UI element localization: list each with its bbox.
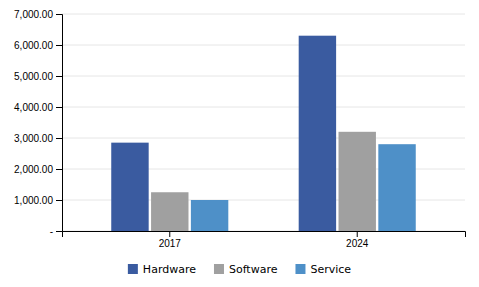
legend-label: Service [310, 263, 351, 276]
chart-container: - 1,000.00 2,000.00 3,000.00 4,000.00 5,000.0… [0, 0, 479, 287]
y-tick: 1,000.00 [14, 195, 62, 206]
x-tick: 2024 [346, 231, 369, 249]
tick-label: 2,000.00 [14, 164, 53, 175]
legend-swatch [295, 264, 305, 274]
x-axis: 2017 2024 [63, 231, 466, 249]
tick-mark [56, 76, 62, 77]
tick-label: 6,000.00 [14, 40, 53, 51]
bar [191, 200, 228, 231]
y-axis: - 1,000.00 2,000.00 3,000.00 4,000.00 5,000.0… [14, 9, 62, 237]
bar [299, 36, 336, 231]
tick-mark [56, 200, 62, 201]
tick-mark [56, 45, 62, 46]
y-tick: - [50, 226, 62, 237]
bar-series [191, 144, 416, 231]
bars [111, 36, 416, 231]
bar-series [151, 132, 376, 231]
legend-item: Software [214, 263, 278, 276]
legend-label: Software [229, 263, 278, 276]
plot-area: - 1,000.00 2,000.00 3,000.00 4,000.00 5,000.0… [14, 9, 465, 249]
tick-mark [56, 138, 62, 139]
tick-label: 4,000.00 [14, 102, 53, 113]
tick-mark [56, 169, 62, 170]
tick-label: 1,000.00 [14, 195, 53, 206]
grid-line [62, 76, 465, 77]
bar [111, 143, 148, 231]
tick-label: - [50, 226, 53, 237]
legend-swatch [128, 264, 138, 274]
tick-mark [56, 14, 62, 15]
grid-line [62, 107, 465, 108]
tick-mark [169, 231, 170, 237]
legend: Hardware Software Service [128, 263, 351, 276]
x-tick: 2017 [159, 231, 182, 249]
axis-domain [63, 232, 466, 238]
legend-item: Hardware [128, 263, 196, 276]
bar [378, 144, 415, 231]
y-tick: 3,000.00 [14, 133, 62, 144]
grid-line [62, 14, 465, 15]
legend-label: Hardware [143, 263, 196, 276]
chart-svg: - 1,000.00 2,000.00 3,000.00 4,000.00 5,000.0… [0, 0, 479, 287]
bar-series [111, 36, 336, 231]
tick-mark [357, 231, 358, 237]
y-tick: 4,000.00 [14, 102, 62, 113]
tick-label: 2017 [159, 238, 182, 249]
y-tick: 6,000.00 [14, 40, 62, 51]
tick-label: 5,000.00 [14, 71, 53, 82]
tick-mark [56, 231, 62, 232]
tick-label: 7,000.00 [14, 9, 53, 20]
legend-item: Service [295, 263, 351, 276]
y-tick: 2,000.00 [14, 164, 62, 175]
tick-label: 3,000.00 [14, 133, 53, 144]
tick-mark [56, 107, 62, 108]
y-tick: 7,000.00 [14, 9, 62, 20]
tick-label: 2024 [346, 238, 369, 249]
bar [151, 192, 188, 231]
grid [62, 14, 465, 231]
legend-swatch [214, 264, 224, 274]
axis-domain [56, 15, 63, 232]
y-tick: 5,000.00 [14, 71, 62, 82]
bar [339, 132, 376, 231]
grid-line [62, 45, 465, 46]
grid-line [62, 138, 465, 139]
